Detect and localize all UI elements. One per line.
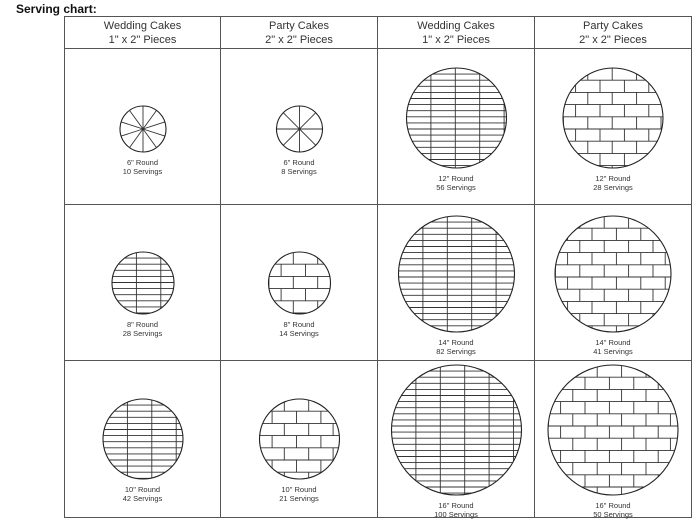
cake-label: 10" Round 42 Servings xyxy=(65,485,220,503)
cake-servings: 56 Servings xyxy=(436,183,476,192)
column-title: Party Cakes xyxy=(269,20,329,32)
cut-line xyxy=(129,128,144,148)
cake-outline xyxy=(390,364,523,496)
cut-line xyxy=(282,128,300,146)
cake-diagram xyxy=(102,398,184,480)
cake-label: 16" Round 100 Servings xyxy=(378,501,534,519)
cake-size: 12" Round xyxy=(595,174,631,183)
cake-servings: 14 Servings xyxy=(279,329,319,338)
cake-label: 8" Round 14 Servings xyxy=(221,320,377,338)
cake-cell: 10" Round 42 Servings xyxy=(65,361,221,517)
cake-size: 16" Round xyxy=(438,501,474,510)
cake-diagram xyxy=(554,215,672,333)
cake-cell: 6" Round 8 Servings xyxy=(221,49,378,205)
column-pieces: 1" x 2" Pieces xyxy=(108,34,177,46)
column-pieces: 1" x 2" Pieces xyxy=(422,34,490,46)
cake-outline xyxy=(275,105,324,153)
cut-line xyxy=(299,112,317,130)
cake-cell: 8" Round 28 Servings xyxy=(65,205,221,361)
column-header: Wedding Cakes 1" x 2" Pieces xyxy=(378,17,535,49)
cake-diagram xyxy=(275,105,324,153)
cake-servings: 28 Servings xyxy=(593,183,633,192)
cake-cell: 10" Round 21 Servings xyxy=(221,361,378,517)
cake-label: 12" Round 28 Servings xyxy=(535,174,691,192)
cake-outline xyxy=(258,398,341,480)
cake-label: 16" Round 50 Servings xyxy=(535,501,691,519)
cake-cell: 14" Round 82 Servings xyxy=(378,205,535,361)
cake-diagram xyxy=(547,364,679,496)
page-title: Serving chart: xyxy=(16,2,97,16)
column-header: Party Cakes 2" x 2" Pieces xyxy=(535,17,691,49)
column-pieces: 2" x 2" Pieces xyxy=(265,34,333,46)
cake-diagram xyxy=(405,67,508,169)
cut-line xyxy=(142,110,157,130)
cake-size: 6" Round xyxy=(126,158,159,167)
cake-label: 14" Round 41 Servings xyxy=(535,338,691,356)
cake-label: 6" Round 8 Servings xyxy=(221,158,377,176)
cake-servings: 100 Servings xyxy=(434,510,478,519)
cake-diagram xyxy=(397,215,516,333)
cut-line xyxy=(120,121,144,130)
cake-outline xyxy=(119,105,167,153)
cake-outline xyxy=(111,251,175,315)
cake-servings: 8 Servings xyxy=(281,167,317,176)
cake-cell: 16" Round 50 Servings xyxy=(535,361,691,519)
cut-line xyxy=(142,121,166,130)
cake-cell: 14" Round 41 Servings xyxy=(535,205,691,361)
cake-label: 14" Round 82 Servings xyxy=(378,338,534,356)
cake-outline xyxy=(547,364,679,496)
column-pieces: 2" x 2" Pieces xyxy=(579,34,647,46)
cake-cell: 8" Round 14 Servings xyxy=(221,205,378,361)
column-header: Wedding Cakes 1" x 2" Pieces xyxy=(65,17,221,49)
cake-size: 10" Round xyxy=(124,485,161,494)
cake-outline xyxy=(267,251,332,315)
cake-servings: 21 Servings xyxy=(279,494,319,503)
cake-cell: 12" Round 56 Servings xyxy=(378,49,535,205)
cake-size: 12" Round xyxy=(438,174,474,183)
cake-label: 6" Round 10 Servings xyxy=(65,158,220,176)
cake-size: 8" Round xyxy=(126,320,159,329)
cake-diagram xyxy=(562,67,664,169)
cake-size: 10" Round xyxy=(281,485,317,494)
cake-servings: 82 Servings xyxy=(436,347,476,356)
cake-servings: 28 Servings xyxy=(122,329,163,338)
cut-line xyxy=(142,128,166,137)
cake-size: 14" Round xyxy=(438,338,474,347)
cut-line xyxy=(120,128,144,137)
cake-label: 12" Round 56 Servings xyxy=(378,174,534,192)
cake-cell: 6" Round 10 Servings xyxy=(65,49,221,205)
column-header: Party Cakes 2" x 2" Pieces xyxy=(221,17,378,49)
cake-outline xyxy=(405,67,508,169)
cake-cell: 12" Round 28 Servings xyxy=(535,49,691,205)
cake-label: 8" Round 28 Servings xyxy=(65,320,220,338)
cut-line xyxy=(129,110,144,130)
cake-size: 8" Round xyxy=(283,320,315,329)
cake-size: 6" Round xyxy=(283,158,315,167)
column-title: Wedding Cakes xyxy=(417,20,495,32)
cake-cell: 16" Round 100 Servings xyxy=(378,361,535,519)
cake-diagram xyxy=(390,364,523,496)
cake-servings: 42 Servings xyxy=(122,494,163,503)
cake-servings: 41 Servings xyxy=(593,347,633,356)
cut-line xyxy=(282,112,300,130)
cake-diagram xyxy=(111,251,175,315)
cake-size: 14" Round xyxy=(595,338,631,347)
cut-line xyxy=(299,128,317,146)
cake-diagram xyxy=(119,105,167,153)
cake-diagram xyxy=(267,251,332,315)
serving-chart-table: Wedding Cakes 1" x 2" Pieces Party Cakes… xyxy=(64,16,692,519)
cake-outline xyxy=(554,215,672,333)
cake-outline xyxy=(562,67,664,169)
cake-label: 10" Round 21 Servings xyxy=(221,485,377,503)
column-title: Wedding Cakes xyxy=(103,20,182,32)
cake-outline xyxy=(102,398,184,480)
column-title: Party Cakes xyxy=(583,20,643,32)
cake-diagram xyxy=(258,398,341,480)
cake-outline xyxy=(397,215,516,333)
cake-size: 16" Round xyxy=(595,501,631,510)
cut-line xyxy=(142,128,157,148)
cake-servings: 50 Servings xyxy=(593,510,633,519)
cake-servings: 10 Servings xyxy=(122,167,163,176)
